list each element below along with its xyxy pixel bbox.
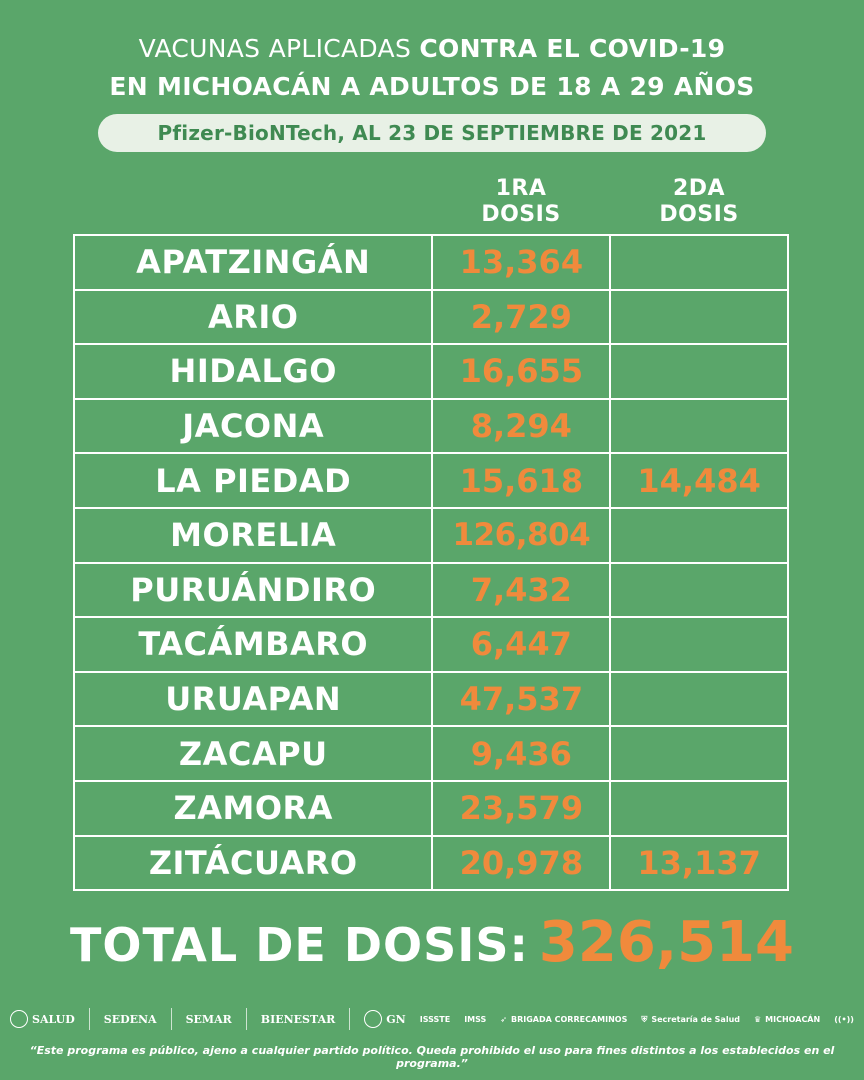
disclaimer-text: “Este programa es público, ajeno a cualq… [29, 1044, 835, 1070]
dose2-cell [609, 288, 789, 346]
dose1-cell: 9,436 [431, 725, 612, 782]
dose2-cell: 13,137 [609, 834, 789, 892]
dose1-cell: 15,618 [431, 452, 612, 509]
logo-imss: IMSS [464, 1014, 487, 1024]
table-row: LA PIEDAD 15,618 14,484 [72, 452, 789, 509]
dose2-cell [609, 725, 789, 782]
table-row: URUAPAN 47,537 [72, 670, 789, 728]
city-cell: LA PIEDAD [72, 452, 434, 509]
dose1-cell: 16,655 [431, 343, 612, 400]
dose1-cell: 6,447 [431, 616, 612, 673]
dose1-cell: 20,978 [431, 834, 612, 892]
total-doses: TOTAL DE DOSIS: 326,514 [0, 910, 864, 975]
logo-sedena: SEDENA [103, 1012, 157, 1026]
dose2-cell [609, 779, 789, 837]
city-cell: TACÁMBARO [72, 616, 434, 673]
dose2-cell [609, 506, 789, 564]
dose2-cell: 14,484 [609, 452, 789, 509]
logo-gn: GN [364, 1010, 406, 1028]
eagle-seal-icon [10, 1010, 28, 1028]
table-row: MORELIA 126,804 [72, 506, 789, 564]
city-cell: ARIO [72, 288, 434, 346]
dose2-cell [609, 670, 789, 728]
table-row: PURUÁNDIRO 7,432 [72, 561, 789, 619]
city-cell: APATZINGÁN [72, 234, 434, 291]
title-line-1-light: VACUNAS APLICADAS [138, 34, 420, 63]
total-value: 326,514 [538, 910, 794, 975]
logo-strip: SALUD SEDENA SEMAR BIENESTAR GN ISSSTE I… [10, 1002, 854, 1036]
city-cell: MORELIA [72, 506, 434, 564]
dose1-cell: 8,294 [431, 397, 612, 455]
dose1-cell: 7,432 [431, 561, 612, 619]
divider [88, 1008, 90, 1030]
logo-salud: SALUD [10, 1010, 75, 1028]
gn-seal-icon [364, 1010, 383, 1028]
table-row: ZAMORA 23,579 [72, 779, 789, 837]
city-cell: URUAPAN [72, 670, 434, 728]
column-header-dose1-line1: 1RA [495, 176, 547, 201]
dose1-cell: 23,579 [431, 779, 612, 837]
logo-bienestar: BIENESTAR [260, 1012, 336, 1026]
column-header-dose2: 2DA DOSIS [610, 176, 788, 228]
logo-secretaria-salud: ⛨ Secretaría de Salud [641, 1014, 740, 1024]
road-runner-icon: ➶ [500, 1014, 507, 1024]
title-line-1: VACUNAS APLICADAS CONTRA EL COVID-19 [0, 30, 864, 68]
column-header-dose1: 1RA DOSIS [432, 176, 610, 228]
dose1-cell: 126,804 [431, 506, 612, 564]
column-header-dose2-line2: DOSIS [659, 202, 739, 227]
divider [170, 1008, 172, 1030]
michoacan-crown-icon: ♛ [753, 1014, 762, 1024]
title-line-1-bold: CONTRA EL COVID-19 [419, 34, 726, 63]
subtitle-pill: Pfizer-BioNTech, AL 23 DE SEPTIEMBRE DE … [98, 114, 766, 152]
table-row: ZITÁCUARO 20,978 13,137 [72, 834, 789, 892]
dose2-cell [609, 616, 789, 673]
city-cell: ZITÁCUARO [72, 834, 434, 892]
city-cell: ZAMORA [72, 779, 434, 837]
column-header-dose2-line1: 2DA [672, 176, 726, 201]
dose2-cell [609, 234, 789, 291]
broadcast-icon: ((•)) [834, 1014, 854, 1024]
city-cell: HIDALGO [72, 343, 434, 400]
city-cell: JACONA [72, 397, 434, 455]
table-row: ZACAPU 9,436 [72, 725, 789, 782]
column-header-dose1-line2: DOSIS [481, 202, 561, 227]
dose2-cell [609, 343, 789, 400]
table-row: APATZINGÁN 13,364 [72, 234, 789, 291]
logo-brigada: ➶ BRIGADA CORRECAMINOS [500, 1014, 628, 1024]
table-row: TACÁMBARO 6,447 [72, 616, 789, 673]
divider [349, 1008, 351, 1030]
state-shield-icon: ⛨ [641, 1014, 648, 1024]
dose1-cell: 47,537 [431, 670, 612, 728]
logo-radio: ((•)) [834, 1015, 854, 1024]
city-cell: PURUÁNDIRO [72, 561, 434, 619]
table-row: JACONA 8,294 [72, 397, 789, 455]
dose1-cell: 13,364 [431, 234, 612, 291]
logo-semar: SEMAR [185, 1012, 232, 1026]
dose2-cell [609, 561, 789, 619]
title-line-2: EN MICHOACÁN A ADULTOS DE 18 A 29 AÑOS [109, 72, 755, 101]
table-row: ARIO 2,729 [72, 288, 789, 346]
dose2-cell [609, 397, 789, 455]
logo-issste: ISSSTE [419, 1014, 451, 1024]
vaccination-table: APATZINGÁN 13,364 ARIO 2,729 HIDALGO 16,… [72, 234, 789, 892]
city-cell: ZACAPU [72, 725, 434, 782]
divider [245, 1008, 247, 1030]
dose1-cell: 2,729 [431, 288, 612, 346]
table-row: HIDALGO 16,655 [72, 343, 789, 400]
total-label: TOTAL DE DOSIS: [70, 918, 529, 972]
logo-michoacan: ♛ MICHOACÁN [753, 1014, 821, 1024]
